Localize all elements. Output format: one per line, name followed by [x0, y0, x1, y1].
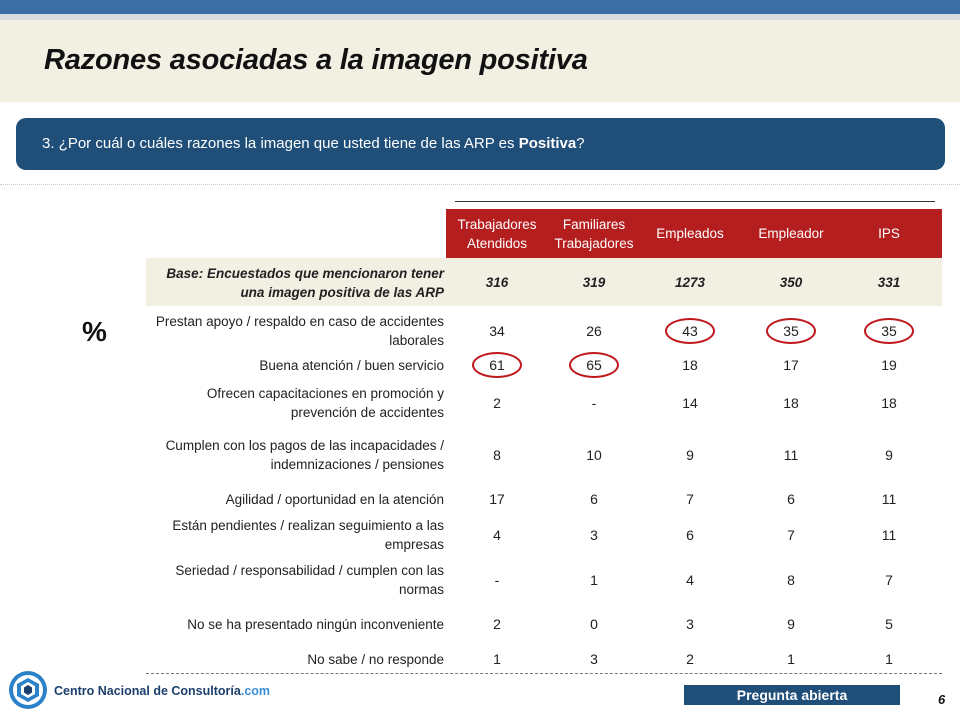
table-cell: 6: [686, 527, 694, 543]
table-cell: 1: [590, 572, 598, 588]
question-text: 3. ¿Por cuál o cuáles razones la imagen …: [42, 135, 585, 152]
table-cell: 4: [493, 527, 501, 543]
column-header: Empleados: [656, 226, 724, 241]
table-cell: 2: [493, 616, 501, 632]
table-cell: 1: [885, 651, 893, 667]
table-header-row: [446, 209, 942, 258]
row-label: Buena atención / buen servicio: [259, 357, 444, 373]
table-cell: 0: [590, 616, 598, 632]
table-cell: 10: [586, 447, 602, 463]
base-value: 1273: [674, 274, 706, 290]
table-cell: 3: [590, 527, 598, 543]
table-cell: 4: [686, 572, 694, 588]
base-row: [146, 258, 942, 306]
row-label: Prestan apoyo / respaldo en caso de acci…: [155, 314, 444, 348]
column-header: Trabajadores Atendidos: [457, 216, 537, 251]
table-cell: 6: [590, 491, 598, 507]
table-cell: 9: [787, 616, 795, 632]
base-value: 331: [877, 274, 901, 290]
table-top-rule: [455, 201, 935, 202]
table-cell: 3: [590, 651, 598, 667]
table-cell: 8: [787, 572, 795, 588]
row-label: Cumplen con los pagos de las incapacidad…: [165, 438, 444, 472]
table-cell: 7: [787, 527, 795, 543]
row-label: Están pendientes / realizan seguimiento …: [172, 518, 444, 552]
highlight-circle: [569, 352, 619, 378]
table-cell: -: [494, 572, 500, 588]
table-cell: -: [591, 395, 597, 411]
highlight-circle: [766, 318, 816, 344]
table-cell: 9: [686, 447, 694, 463]
page-number: 6: [938, 692, 946, 707]
table-cell: 9: [885, 447, 893, 463]
section-divider: [0, 184, 960, 185]
table-cell: 34: [489, 323, 505, 339]
row-label: Ofrecen capacitaciones en promoción y pr…: [206, 386, 444, 420]
brand-name-text: Centro Nacional de Consultoría: [54, 684, 241, 698]
unit-label: %: [82, 316, 107, 347]
question-banner: [16, 118, 945, 170]
table-cell: 17: [489, 491, 505, 507]
table-cell: 18: [682, 357, 698, 373]
table-cell: 11: [881, 491, 897, 507]
table-cell: 2: [493, 395, 501, 411]
table-cell: 18: [881, 395, 897, 411]
table-cell: 6: [787, 491, 795, 507]
table-cell: 5: [885, 616, 893, 632]
table-cell: 7: [885, 572, 893, 588]
column-header: IPS: [878, 226, 900, 241]
column-header: Familiares Trabajadores: [554, 216, 634, 251]
title-band: [0, 20, 960, 102]
table-cell: 2: [686, 651, 694, 667]
table-cell: 26: [586, 323, 602, 339]
table-cell: 8: [493, 447, 501, 463]
table-cell: 17: [783, 357, 799, 373]
base-value: 316: [485, 274, 509, 290]
column-header: Empleador: [758, 226, 824, 241]
table-cell: 7: [686, 491, 694, 507]
highlight-circle: [864, 318, 914, 344]
question-emphasis: Positiva: [518, 135, 577, 152]
base-value: 350: [779, 274, 803, 290]
table-cell: 3: [686, 616, 694, 632]
brand-name: Centro Nacional de Consultoría.com: [54, 684, 270, 698]
row-label: Agilidad / oportunidad en la atención: [225, 491, 444, 507]
base-value: 319: [582, 274, 606, 290]
table-cell: 11: [881, 527, 897, 543]
highlight-circle: [665, 318, 715, 344]
brand-suffix: .com: [240, 684, 271, 698]
highlight-circle: [472, 352, 522, 378]
table-cell: 1: [787, 651, 795, 667]
table-cell: 19: [881, 357, 897, 373]
base-row-label: Base: Encuestados que mencionaron tener …: [166, 266, 444, 300]
table-bottom-rule: [146, 673, 942, 674]
row-label: Seriedad / responsabilidad / cumplen con…: [175, 563, 444, 597]
question-type-badge: Pregunta abierta: [684, 685, 900, 705]
page-title: Razones asociadas a la imagen positiva: [44, 44, 588, 76]
row-label: No sabe / no responde: [307, 651, 444, 667]
row-label: No se ha presentado ningún inconveniente: [187, 616, 444, 632]
top-accent-bar: [0, 0, 960, 14]
company-logo-icon: [9, 671, 47, 709]
table-cell: 14: [682, 395, 698, 411]
question-prefix: 3. ¿Por cuál o cuáles razones la imagen …: [42, 135, 519, 152]
table-cell: 1: [493, 651, 501, 667]
table-cell: 18: [783, 395, 799, 411]
table-cell: 11: [783, 447, 799, 463]
question-suffix: ?: [576, 135, 585, 152]
top-accent-stripe: [0, 14, 960, 20]
